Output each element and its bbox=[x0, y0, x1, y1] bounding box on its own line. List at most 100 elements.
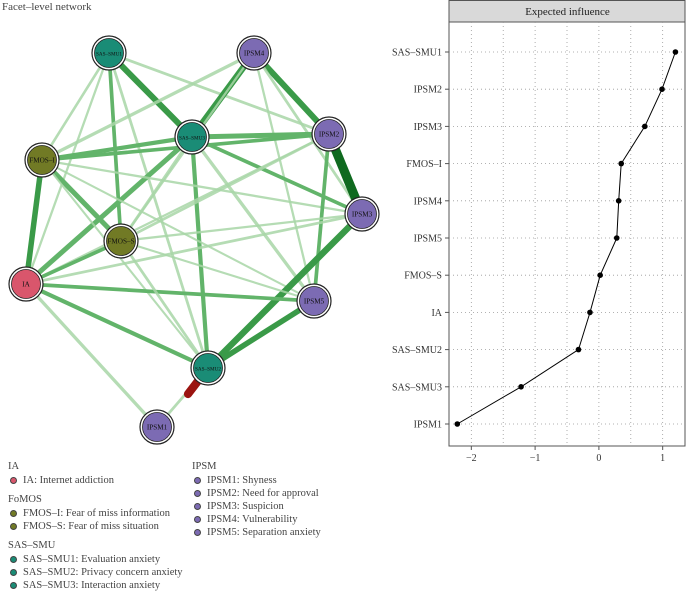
legend-dot-icon bbox=[194, 516, 201, 523]
node-FMOS-I: FMOS–I bbox=[24, 142, 60, 178]
legend-item: FMOS–I: Fear of miss information bbox=[8, 507, 183, 520]
legend-item: IPSM2: Need for approval bbox=[192, 487, 321, 500]
node-label: IA bbox=[22, 281, 30, 289]
edge-FMOS-I-IPSM3 bbox=[40, 158, 364, 216]
edge-SAS-SMU3-FMOS-S bbox=[119, 135, 194, 243]
node-FMOS-S: FMOS–S bbox=[103, 223, 139, 259]
legend-item: IA: Internet addiction bbox=[8, 474, 183, 487]
edge-SAS-SMU1-IA bbox=[24, 51, 111, 286]
y-tick-label: IPSM2 bbox=[414, 85, 442, 96]
x-tick-label: −2 bbox=[466, 453, 477, 464]
y-tick-label: IPSM3 bbox=[414, 122, 442, 133]
node-label: SAS–SMU1 bbox=[96, 52, 122, 58]
node-label: IPSM3 bbox=[352, 211, 373, 219]
legend-item-label: FMOS–I: Fear of miss information bbox=[23, 508, 170, 519]
node-IPSM2: IPSM2 bbox=[311, 116, 347, 152]
point-IPSM2 bbox=[659, 86, 665, 92]
legend-dot-icon bbox=[10, 510, 17, 517]
edge-IPSM3-IA bbox=[24, 212, 364, 286]
node-label: FMOS–S bbox=[107, 238, 134, 246]
edge-FMOS-I-FMOS-S bbox=[39, 157, 124, 244]
legend-left: IA IA: Internet addiction FoMOS FMOS–I: Fea… bbox=[8, 460, 183, 598]
y-tick-label: SAS–SMU2 bbox=[392, 345, 442, 356]
node-IPSM4: IPSM4 bbox=[236, 35, 272, 71]
y-tick-label: SAS–SMU3 bbox=[392, 382, 442, 393]
legend-right: IPSM IPSM1: Shyness IPSM2: Need for approv… bbox=[192, 460, 321, 545]
node-label: IPSM5 bbox=[304, 298, 325, 306]
edge-IPSM2-IA bbox=[24, 132, 331, 286]
legend-dot-icon bbox=[10, 556, 17, 563]
node-IPSM1: IPSM1 bbox=[139, 409, 175, 445]
node-label: FMOS–I bbox=[29, 157, 55, 165]
x-tick-label: −1 bbox=[530, 453, 541, 464]
chart-title: Expected influence bbox=[525, 6, 610, 18]
y-tick-label: FMOS–I bbox=[406, 159, 442, 170]
point-FMOS–I bbox=[618, 160, 625, 167]
point-FMOS–S bbox=[597, 272, 603, 279]
node-label: IPSM2 bbox=[319, 131, 340, 139]
legend-group: FoMOS FMOS–I: Fear of miss information FMO… bbox=[8, 493, 183, 533]
legend-dot-icon bbox=[10, 569, 17, 576]
edge-IPSM5-SAS-SMU2 bbox=[205, 298, 317, 371]
legend-item: FMOS–S: Fear of miss situation bbox=[8, 520, 183, 533]
edge-SAS-SMU3-SAS-SMU2 bbox=[189, 134, 211, 371]
legend-group-title: IA bbox=[8, 461, 20, 472]
edge-FMOS-I-IPSM5 bbox=[40, 158, 316, 303]
legend-dot-icon bbox=[194, 490, 201, 497]
point-IPSM4 bbox=[615, 198, 622, 204]
legend-item: IPSM4: Vulnerability bbox=[192, 513, 321, 526]
x-tick-label: 1 bbox=[660, 453, 665, 464]
legend-item: IPSM1: Shyness bbox=[192, 474, 321, 487]
point-IA bbox=[587, 309, 593, 316]
y-tick-label: IPSM4 bbox=[414, 196, 442, 207]
legend-dot-icon bbox=[194, 477, 201, 484]
legend-item-label: IPSM1: Shyness bbox=[207, 475, 277, 486]
edge-IA-SAS-SMU2 bbox=[23, 281, 211, 371]
edge-IPSM4-IPSM2 bbox=[251, 50, 332, 137]
edge-SAS-SMU1-SAS-SMU2 bbox=[107, 51, 210, 370]
node-label: IPSM1 bbox=[147, 424, 168, 432]
point-SAS–SMU2 bbox=[575, 346, 582, 353]
node-SAS-SMU2: SAS–SMU2 bbox=[190, 350, 226, 386]
legend-item: IPSM3: Suspicion bbox=[192, 500, 321, 513]
legend-item-label: FMOS–S: Fear of miss situation bbox=[23, 521, 159, 532]
node-SAS-SMU3: SAS–SMU3 bbox=[174, 119, 210, 155]
legend-item-label: IPSM2: Need for approval bbox=[207, 488, 319, 499]
node-label: SAS–SMU3 bbox=[179, 136, 205, 142]
network-edges bbox=[23, 49, 367, 429]
legend-item-label: SAS–SMU1: Evaluation anxiety bbox=[23, 554, 161, 565]
legend-group-title: IPSM bbox=[192, 461, 217, 472]
expected-influence-chart: Expected influence SAS–SMU1 IPSM2 IPSM3 FMOS… bbox=[392, 0, 686, 464]
point-IPSM1 bbox=[454, 421, 461, 427]
legend-item-label: IPSM4: Vulnerability bbox=[207, 514, 298, 525]
node-label: IPSM4 bbox=[244, 50, 265, 58]
x-tick-label: 0 bbox=[596, 453, 601, 464]
legend-item-label: IPSM3: Suspicion bbox=[207, 501, 284, 512]
node-label: SAS–SMU2 bbox=[195, 367, 221, 373]
y-tick-label: FMOS–S bbox=[404, 271, 442, 282]
legend-dot-icon bbox=[10, 477, 17, 484]
edge-SAS-SMU1-IPSM2 bbox=[107, 51, 331, 136]
y-tick-label: IA bbox=[431, 308, 442, 319]
legend-group: IPSM IPSM1: Shyness IPSM2: Need for approv… bbox=[192, 460, 321, 539]
legend-dot-icon bbox=[10, 523, 17, 530]
legend-item: SAS–SMU3: Interaction anxiety bbox=[8, 579, 183, 592]
point-SAS–SMU3 bbox=[518, 384, 524, 390]
edge-SAS-SMU1-SAS-SMU3 bbox=[106, 50, 195, 140]
legend-item: SAS–SMU2: Privacy concern anxiety bbox=[8, 566, 183, 579]
edge-IPSM5-FMOS-S bbox=[119, 239, 316, 303]
edge-SAS-SMU3-IA bbox=[23, 134, 195, 287]
point-IPSM3 bbox=[642, 123, 648, 130]
edge-IPSM3-FMOS-S bbox=[119, 212, 364, 243]
node-IPSM3: IPSM3 bbox=[344, 196, 380, 232]
network-title: Facet–level network bbox=[2, 1, 92, 13]
edge-FMOS-I-IA bbox=[23, 157, 45, 287]
network-nodes: SAS–SMU1 IPSM4 SAS–SMU3 IPSM2 FMOS–I IPSM3 FMO… bbox=[8, 35, 380, 445]
y-tick-label: IPSM1 bbox=[414, 420, 442, 431]
legend-item-label: IA: Internet addiction bbox=[23, 475, 114, 486]
legend-item-label: SAS–SMU2: Privacy concern anxiety bbox=[23, 567, 183, 578]
y-tick-label: IPSM5 bbox=[414, 234, 442, 245]
edge-SAS-SMU3-IPSM3 bbox=[190, 135, 364, 216]
edge-IA-IPSM1 bbox=[24, 282, 159, 429]
legend-dot-icon bbox=[10, 582, 17, 589]
